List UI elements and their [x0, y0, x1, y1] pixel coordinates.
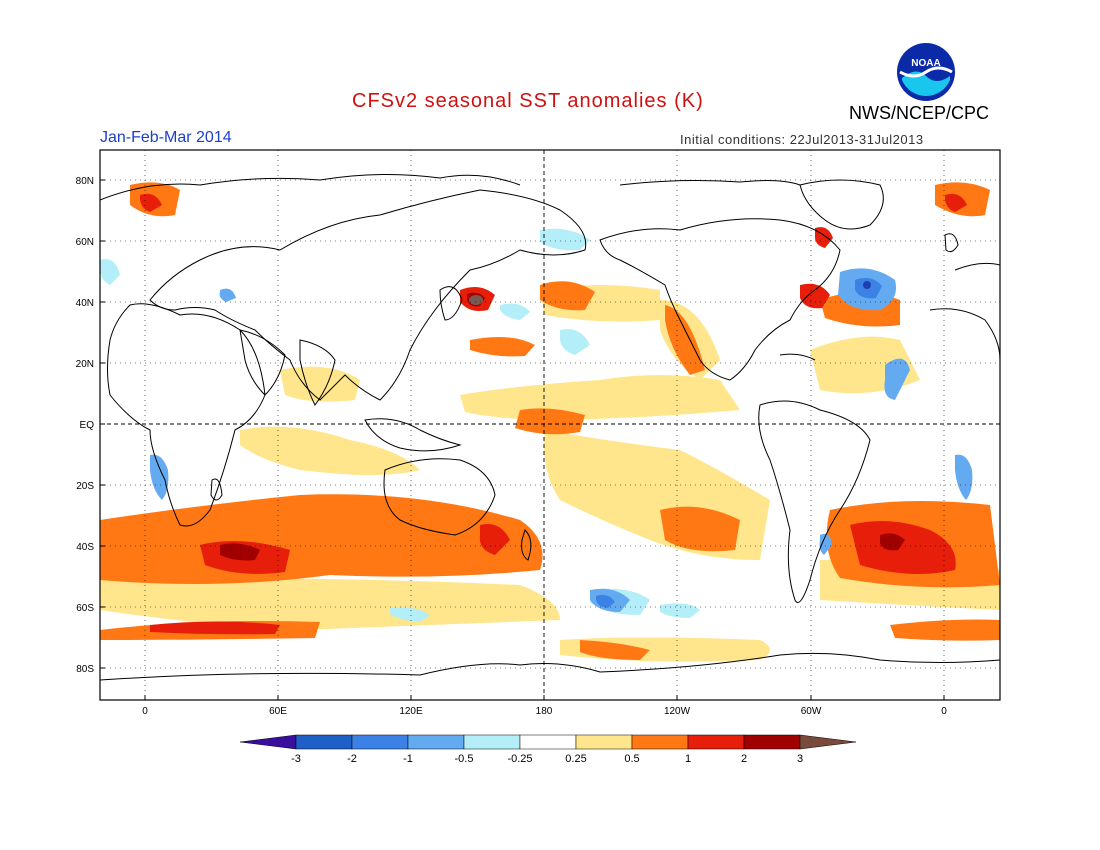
new-zealand-outline	[521, 529, 532, 561]
lon-label: 0	[941, 706, 947, 717]
eurasia-outline	[149, 189, 587, 401]
noaa-logo-icon: NOAA	[897, 43, 955, 101]
colorbar-cell	[463, 734, 521, 750]
colorbar-cell	[743, 734, 801, 750]
anomaly-band-1	[140, 193, 967, 635]
arctic-coast-east-outline	[619, 180, 801, 186]
colorbar-arrow-high	[799, 734, 857, 750]
colorbar-label: -0.25	[507, 753, 532, 765]
colorbar-label: -3	[291, 753, 301, 765]
australia-outline	[383, 458, 496, 536]
japan-outline	[439, 286, 463, 321]
africa-east-edge-outline	[929, 308, 1000, 361]
caribbean-outline	[779, 353, 816, 361]
africa-outline	[107, 303, 266, 527]
colorbar-label: -0.5	[455, 753, 474, 765]
colorbar-cell	[407, 734, 465, 750]
south-america-outline	[758, 400, 871, 603]
lon-label: 60E	[269, 706, 287, 717]
indonesia-outline	[364, 418, 462, 452]
lon-label: 120E	[399, 706, 423, 717]
lat-label: 20S	[76, 481, 94, 492]
lat-label: 60N	[76, 237, 94, 248]
lat-label: EQ	[80, 420, 95, 431]
lon-label: 0	[142, 706, 148, 717]
forecast-period: Jan-Feb-Mar 2014	[100, 129, 232, 146]
latitude-labels: 80N 60N 40N 20N EQ 20S 40S 60S 80S	[76, 176, 95, 675]
chart-title: CFSv2 seasonal SST anomalies (K)	[352, 90, 704, 112]
lat-label: 80N	[76, 176, 94, 187]
colorbar-cells	[239, 734, 857, 750]
colorbar-cell	[631, 734, 689, 750]
greenland-outline	[799, 179, 884, 230]
map-frame	[99, 149, 1001, 701]
colorbar-cell	[351, 734, 409, 750]
colorbar-label: 0.5	[624, 753, 639, 765]
colorbar-arrow-low	[239, 734, 297, 750]
colorbar-label: -1	[403, 753, 413, 765]
colorbar-label: 0.25	[565, 753, 586, 765]
anomaly-band-over-3	[469, 295, 483, 305]
gridlines	[100, 150, 1000, 700]
lat-label: 40N	[76, 298, 94, 309]
arctic-coast-outline	[100, 173, 521, 201]
anomaly-fields	[100, 182, 1000, 662]
logo-wave	[902, 71, 950, 96]
agency-label: NWS/NCEP/CPC	[849, 103, 990, 123]
lat-label: 40S	[76, 542, 94, 553]
lat-label: 20N	[76, 359, 94, 370]
reference-lines	[100, 150, 1000, 700]
colorbar-cell	[519, 734, 577, 750]
madagascar-outline	[210, 478, 223, 501]
colorbar-label: 3	[797, 753, 803, 765]
anomaly-band-minus-2	[863, 281, 871, 289]
colorbar-label: 1	[685, 753, 691, 765]
arabia-outline	[239, 329, 286, 396]
sst-anomaly-map: 80N 60N 40N 20N EQ 20S 40S 60S 80S 0 60E…	[76, 149, 1001, 717]
colorbar-label: -2	[347, 753, 357, 765]
initial-conditions: Initial conditions: 22Jul2013-31Jul2013	[680, 132, 924, 147]
logo-text: NOAA	[911, 58, 940, 69]
uk-outline	[944, 233, 959, 253]
colorbar-cell	[295, 734, 353, 750]
colorbar-cell	[687, 734, 745, 750]
lon-label: 120W	[664, 706, 691, 717]
antarctica-outline	[100, 652, 1000, 681]
colorbar-cell	[575, 734, 633, 750]
india-outline	[299, 339, 336, 406]
colorbar-label: 2	[741, 753, 747, 765]
continent-outlines	[100, 173, 1000, 681]
axis-tick-marks	[100, 179, 945, 700]
north-america-outline	[599, 218, 841, 381]
colorbar-labels: -3 -2 -1 -0.5 -0.25 0.25 0.5 1 2 3	[291, 753, 803, 765]
lon-label: 180	[536, 706, 553, 717]
lat-label: 60S	[76, 603, 94, 614]
lon-label: 60W	[801, 706, 822, 717]
logo-bird	[899, 66, 953, 78]
europe-east-edge-outline	[954, 262, 1000, 271]
lat-label: 80S	[76, 664, 94, 675]
longitude-labels: 0 60E 120E 180 120W 60W 0	[142, 706, 947, 717]
